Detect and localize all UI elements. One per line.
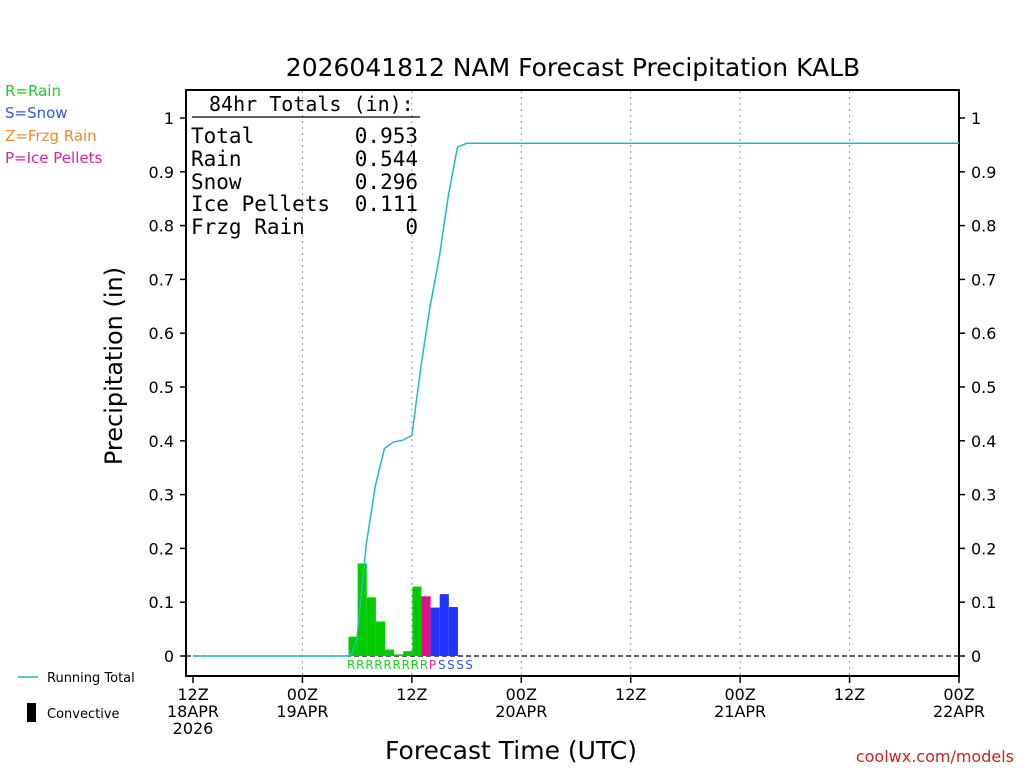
x-tick-label: 20APR [495,702,547,721]
precip-bars [348,563,458,656]
precip-type-letter: S [456,658,464,672]
x-tick-label: 12Z [615,685,646,704]
legend-ice-pellets: P=Ice Pellets [5,149,102,167]
y-tick-label-right: 0.9 [971,163,996,182]
x-tick-label: 00Z [506,685,537,704]
totals-ice-pellets-value: 0.111 [355,192,418,216]
totals-snow-label: Snow [191,170,242,194]
totals-rain-value: 0.544 [355,147,418,171]
running-total-legend-label: Running Total [47,671,135,686]
precip-type-letter: R [365,658,373,672]
y-tick-label-left: 0 [164,647,174,666]
precip-bar [385,649,395,656]
precip-type-letter: R [393,658,401,672]
precip-bar [375,621,385,656]
y-tick-label-left: 0.2 [149,539,174,558]
y-axis: 0 0 0.1 0.1 0.2 0.2 0.3 0.3 0.4 0.4 0.5 0.5 0.6 0.6 0.… [149,109,997,666]
x-tick-label: 00Z [943,685,974,704]
legend-snow: S=Snow [5,104,68,122]
precip-bar [394,654,404,656]
x-axis-title: Forecast Time (UTC) [385,736,637,765]
bottom-legend: Running Total Convective [18,671,135,722]
precip-type-letter: R [402,658,410,672]
y-tick-label-left: 0.3 [149,486,174,505]
precip-bar [357,563,367,656]
y-tick-label-left: 1 [164,109,174,128]
y-tick-label-left: 0.6 [149,324,174,343]
legend-frzg-rain: Z=Frzg Rain [5,127,97,145]
x-tick-label: 19APR [276,702,328,721]
precip-bar [403,651,413,656]
precip-bar [348,636,358,656]
totals-total-value: 0.953 [355,124,418,148]
precip-type-letter: S [438,658,446,672]
y-tick-label-left: 0.4 [149,432,174,451]
totals-heading: 84hr Totals (in): [209,92,414,116]
totals-box: 84hr Totals (in): Total 0.953 Rain 0.544… [191,92,420,239]
y-tick-label-left: 0.7 [149,270,174,289]
chart-title: 2026041812 NAM Forecast Precipitation KA… [286,53,860,82]
precip-bar [366,597,376,656]
convective-legend-label: Convective [47,707,120,722]
y-tick-label-right: 0.1 [971,593,996,612]
running-total-line [193,142,959,657]
totals-total-label: Total [191,124,254,148]
convective-legend-swatch [27,703,36,722]
x-tick-label: 18APR [167,702,219,721]
precip-type-letter: R [374,658,382,672]
totals-snow-value: 0.296 [355,170,418,194]
y-tick-label-right: 0.8 [971,217,996,236]
precip-type-letter: R [383,658,391,672]
x-tick-label: 2026 [173,719,214,738]
precip-type-letter: R [411,658,419,672]
y-tick-label-left: 0.1 [149,593,174,612]
y-axis-title: Precipitation (in) [100,267,128,465]
y-tick-label-left: 0.5 [149,378,174,397]
totals-frzg-rain-label: Frzg Rain [191,215,305,239]
y-tick-label-right: 0.7 [971,270,996,289]
precip-bar [430,607,440,656]
precip-bar [421,596,431,656]
precip-type-letter: R [347,658,355,672]
legend-rain: R=Rain [5,82,61,100]
totals-frzg-rain-value: 0 [405,215,418,239]
x-tick-label: 21APR [714,702,766,721]
precip-bar [439,594,449,656]
grid-lines [301,91,851,675]
y-tick-label-right: 1 [971,109,981,128]
precip-type-letter: R [420,658,428,672]
y-tick-label-left: 0.8 [149,217,174,236]
y-tick-label-left: 0.9 [149,163,174,182]
precip-type-letter: S [465,658,473,672]
totals-ice-pellets-label: Ice Pellets [191,192,330,216]
x-tick-label: 00Z [287,685,318,704]
plot-frame [185,89,960,677]
precip-type-legend: R=Rain S=Snow Z=Frzg Rain P=Ice Pellets [5,82,102,167]
precip-type-letter: P [429,658,436,672]
y-tick-label-right: 0.4 [971,432,996,451]
x-tick-label: 12Z [834,685,865,704]
x-tick-label: 12Z [396,685,427,704]
precip-type-letter: S [447,658,455,672]
x-tick-label: 22APR [933,702,985,721]
watermark: coolwx.com/models [856,747,1014,766]
y-tick-label-right: 0 [971,647,981,666]
x-tick-label: 00Z [724,685,755,704]
y-tick-label-right: 0.3 [971,486,996,505]
y-tick-label-right: 0.5 [971,378,996,397]
y-tick-label-right: 0.6 [971,324,996,343]
precip-type-letter: R [356,658,364,672]
precip-bar [412,586,422,656]
x-tick-label: 12Z [177,685,208,704]
totals-rain-label: Rain [191,147,242,171]
precip-bar [448,607,458,656]
y-tick-label-right: 0.2 [971,539,996,558]
